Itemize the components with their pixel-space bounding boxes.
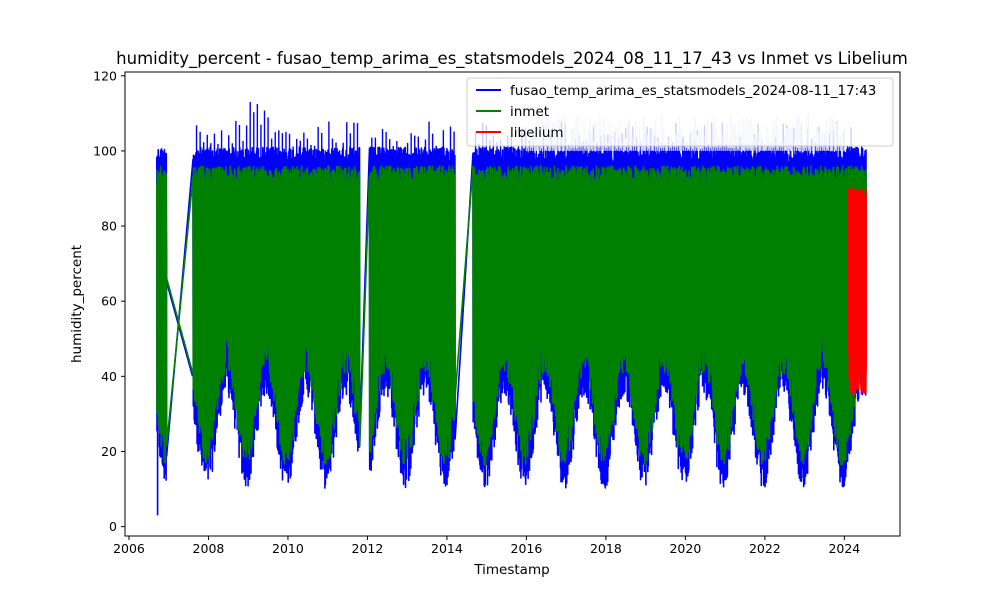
y-tick-label: 40 <box>101 369 117 384</box>
x-axis: 2006 2008 2010 2012 2014 2016 2018 2020 2022 2024 <box>113 536 860 556</box>
y-tick-label: 100 <box>93 143 117 158</box>
legend: fusao_temp_arima_es_statsmodels_2024-08-… <box>466 77 894 147</box>
y-tick-label: 0 <box>109 519 117 534</box>
series-line <box>847 187 867 396</box>
legend-label-libelium: libelium <box>510 125 564 141</box>
series-line <box>156 165 867 466</box>
y-tick-label: 20 <box>101 444 117 459</box>
y-axis: 0 20 40 60 80 100 120 <box>93 68 125 534</box>
y-axis-label: humidity_percent <box>69 245 85 363</box>
legend-label-inmet: inmet <box>510 104 549 120</box>
x-tick-label: 2010 <box>272 541 304 556</box>
x-tick-label: 2012 <box>352 541 384 556</box>
series-libelium <box>847 187 867 396</box>
x-tick-label: 2016 <box>511 541 543 556</box>
axes-frame <box>124 71 901 537</box>
series-inmet <box>156 165 867 466</box>
x-tick-label: 2006 <box>113 541 145 556</box>
x-tick-label: 2018 <box>590 541 622 556</box>
x-axis-label: Timestamp <box>473 562 549 578</box>
legend-box <box>466 77 894 147</box>
legend-label-fusao: fusao_temp_arima_es_statsmodels_2024-08-… <box>510 83 876 99</box>
x-tick-label: 2014 <box>431 541 463 556</box>
chart-title: humidity_percent - fusao_temp_arima_es_s… <box>116 49 908 69</box>
x-tick-label: 2008 <box>193 541 225 556</box>
series-early-segment <box>157 203 194 396</box>
x-tick-label: 2022 <box>749 541 781 556</box>
y-tick-label: 60 <box>101 294 117 309</box>
y-tick-label: 80 <box>101 219 117 234</box>
x-tick-label: 2024 <box>828 541 860 556</box>
y-tick-label: 120 <box>93 68 117 83</box>
x-tick-label: 2020 <box>669 541 701 556</box>
